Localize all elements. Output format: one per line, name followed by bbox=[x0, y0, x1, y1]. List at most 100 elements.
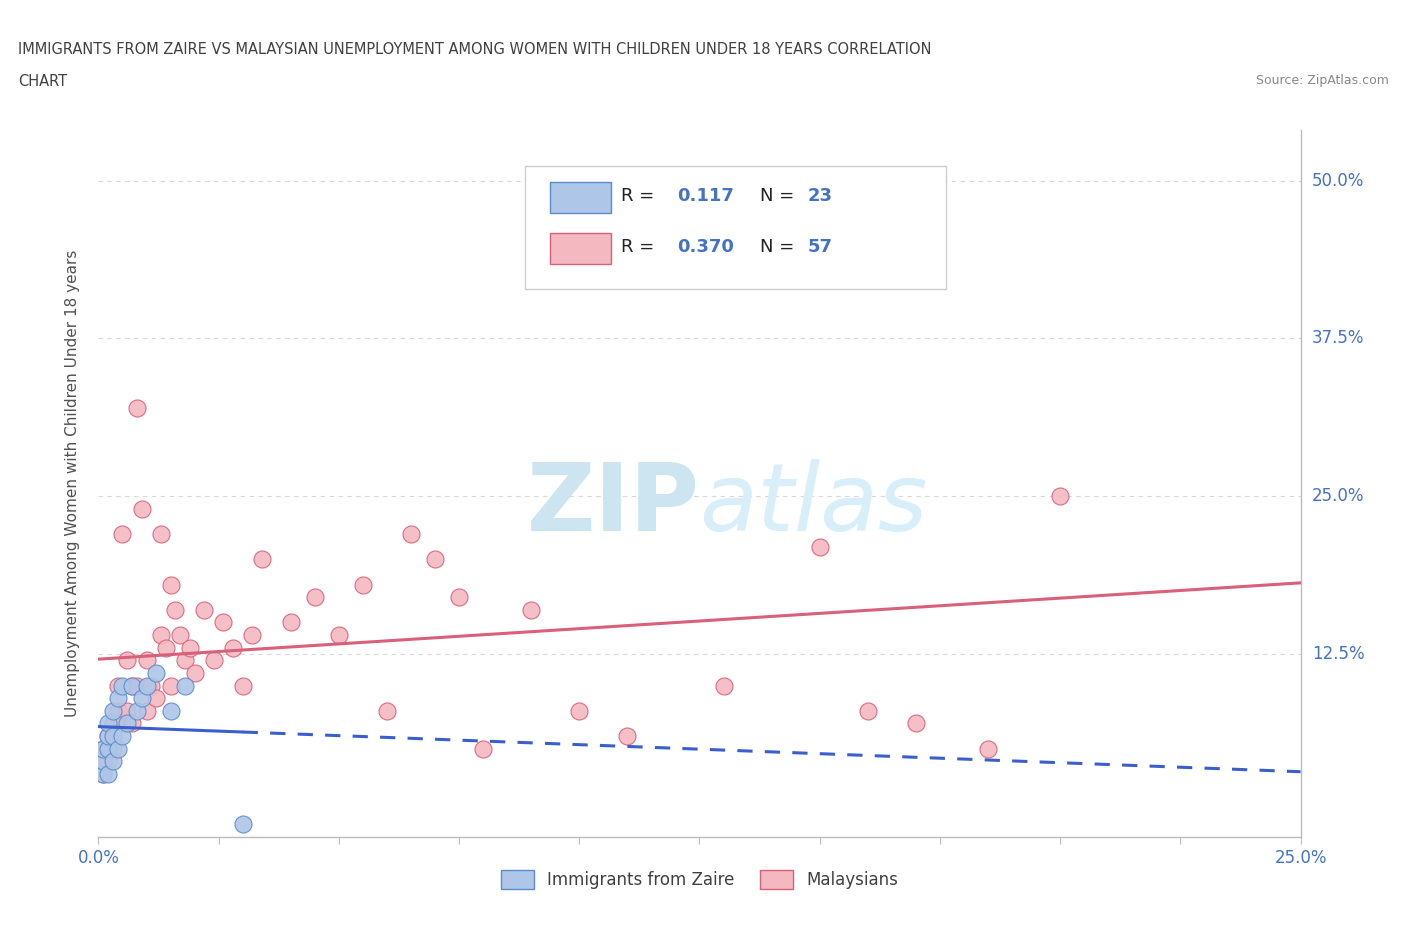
Point bbox=[155, 640, 177, 655]
Point bbox=[125, 401, 148, 416]
Point bbox=[111, 678, 134, 693]
FancyBboxPatch shape bbox=[526, 166, 946, 289]
Point bbox=[159, 578, 181, 592]
Point bbox=[212, 615, 235, 630]
Point bbox=[97, 766, 120, 781]
FancyBboxPatch shape bbox=[550, 181, 610, 213]
Point bbox=[117, 703, 139, 718]
Point bbox=[117, 716, 139, 731]
Point bbox=[117, 653, 139, 668]
Text: IMMIGRANTS FROM ZAIRE VS MALAYSIAN UNEMPLOYMENT AMONG WOMEN WITH CHILDREN UNDER : IMMIGRANTS FROM ZAIRE VS MALAYSIAN UNEMP… bbox=[18, 42, 932, 57]
Point bbox=[472, 741, 495, 756]
Point bbox=[97, 728, 120, 743]
Point bbox=[121, 716, 143, 731]
Point bbox=[423, 551, 446, 566]
Point bbox=[856, 703, 879, 718]
Text: 37.5%: 37.5% bbox=[1312, 329, 1364, 348]
Text: ZIP: ZIP bbox=[527, 458, 699, 551]
Point bbox=[977, 741, 1000, 756]
Point bbox=[232, 817, 254, 831]
Point bbox=[101, 754, 124, 769]
Point bbox=[808, 539, 831, 554]
Text: 12.5%: 12.5% bbox=[1312, 645, 1364, 663]
Text: 50.0%: 50.0% bbox=[1312, 172, 1364, 190]
Point bbox=[141, 678, 163, 693]
Point bbox=[375, 703, 398, 718]
Point bbox=[328, 628, 350, 643]
Point bbox=[304, 590, 326, 604]
Point bbox=[222, 640, 245, 655]
Text: 23: 23 bbox=[807, 187, 832, 205]
Point bbox=[232, 678, 254, 693]
Point bbox=[399, 526, 422, 541]
Point bbox=[174, 678, 197, 693]
Point bbox=[121, 678, 143, 693]
Point bbox=[97, 754, 120, 769]
Point bbox=[125, 678, 148, 693]
Point bbox=[193, 603, 215, 618]
Point bbox=[240, 628, 263, 643]
Point bbox=[91, 754, 114, 769]
Text: N =: N = bbox=[759, 238, 800, 256]
Point bbox=[520, 603, 543, 618]
Point bbox=[352, 578, 374, 592]
Text: 57: 57 bbox=[807, 238, 832, 256]
Point bbox=[101, 741, 124, 756]
Point bbox=[131, 501, 153, 516]
Point bbox=[183, 666, 205, 681]
Point bbox=[101, 703, 124, 718]
Y-axis label: Unemployment Among Women with Children Under 18 years: Unemployment Among Women with Children U… bbox=[65, 250, 80, 717]
Point bbox=[107, 691, 129, 706]
Point bbox=[97, 716, 120, 731]
Point bbox=[107, 678, 129, 693]
Point bbox=[145, 666, 167, 681]
Point bbox=[107, 703, 129, 718]
Point bbox=[135, 678, 157, 693]
FancyBboxPatch shape bbox=[550, 232, 610, 264]
Point bbox=[107, 741, 129, 756]
Point bbox=[91, 766, 114, 781]
Text: 25.0%: 25.0% bbox=[1312, 487, 1364, 505]
Text: 0.117: 0.117 bbox=[676, 187, 734, 205]
Point bbox=[904, 716, 927, 731]
Point bbox=[169, 628, 191, 643]
Text: atlas: atlas bbox=[699, 459, 928, 551]
Point bbox=[91, 741, 114, 756]
Point bbox=[568, 703, 591, 718]
Point bbox=[101, 728, 124, 743]
Point bbox=[149, 628, 172, 643]
Point bbox=[179, 640, 201, 655]
Point bbox=[125, 703, 148, 718]
Point bbox=[713, 678, 735, 693]
Text: Source: ZipAtlas.com: Source: ZipAtlas.com bbox=[1256, 74, 1389, 87]
Legend: Immigrants from Zaire, Malaysians: Immigrants from Zaire, Malaysians bbox=[494, 863, 905, 896]
Point bbox=[91, 766, 114, 781]
Point bbox=[447, 590, 470, 604]
Point bbox=[131, 691, 153, 706]
Point bbox=[111, 526, 134, 541]
Point bbox=[202, 653, 225, 668]
Point bbox=[111, 728, 134, 743]
Text: N =: N = bbox=[759, 187, 800, 205]
Point bbox=[1049, 489, 1071, 504]
Point bbox=[159, 678, 181, 693]
Text: R =: R = bbox=[621, 187, 661, 205]
Point bbox=[159, 703, 181, 718]
Point bbox=[250, 551, 273, 566]
Point bbox=[664, 249, 686, 264]
Point bbox=[165, 603, 187, 618]
Point bbox=[91, 741, 114, 756]
Point bbox=[121, 678, 143, 693]
Point bbox=[97, 741, 120, 756]
Point bbox=[135, 653, 157, 668]
Point bbox=[149, 526, 172, 541]
Point bbox=[280, 615, 302, 630]
Point bbox=[101, 716, 124, 731]
Point bbox=[174, 653, 197, 668]
Point bbox=[135, 703, 157, 718]
Point bbox=[111, 716, 134, 731]
Point bbox=[145, 691, 167, 706]
Text: R =: R = bbox=[621, 238, 661, 256]
Text: 0.370: 0.370 bbox=[676, 238, 734, 256]
Point bbox=[616, 728, 638, 743]
